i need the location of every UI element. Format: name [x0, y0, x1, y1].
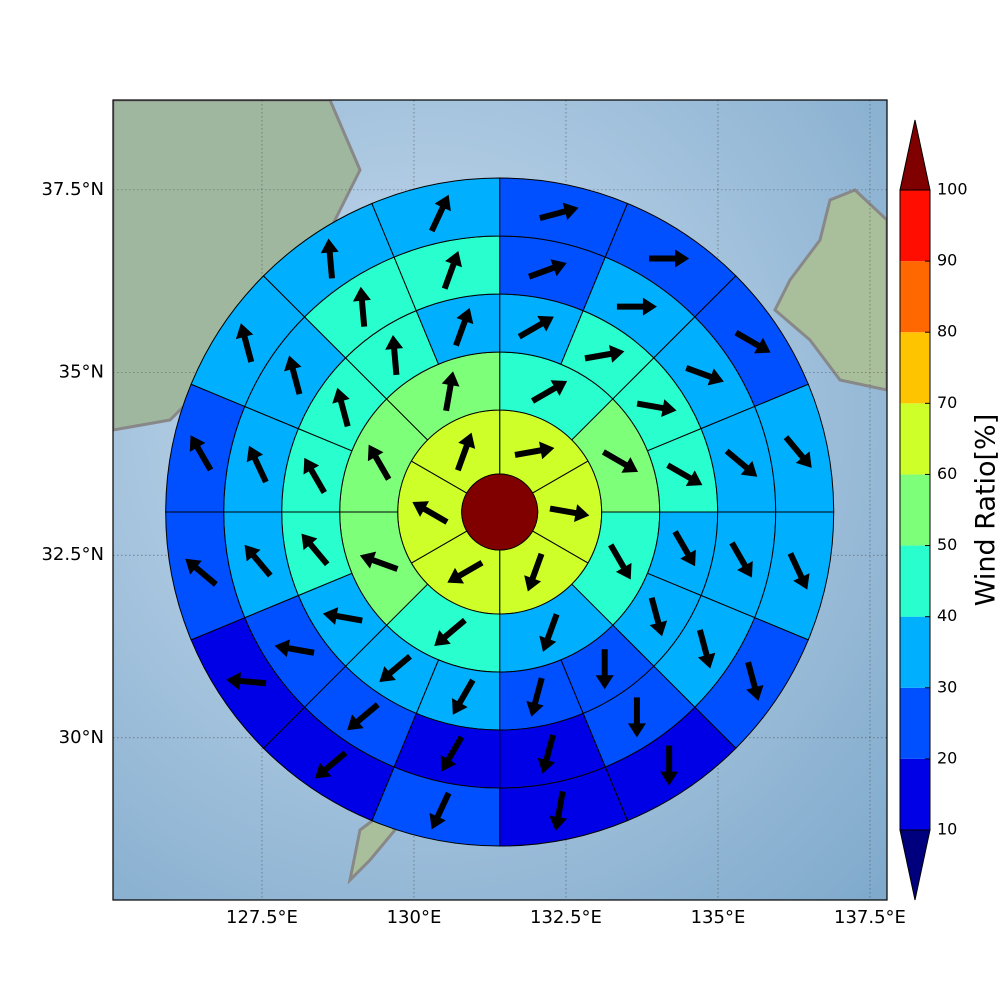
x-tick-label: 137.5°E	[834, 907, 906, 928]
y-tick-label: 37.5°N	[41, 179, 104, 200]
colorbar-segment	[900, 190, 930, 261]
colorbar-segment	[900, 261, 930, 332]
sectors	[166, 178, 834, 846]
colorbar-tick-label: 100	[937, 180, 968, 199]
x-tick-label: 132.5°E	[530, 907, 602, 928]
colorbar-label: Wind Ratio[%]	[971, 414, 1000, 606]
colorbar-tick-label: 10	[937, 820, 957, 839]
x-tick-label: 127.5°E	[226, 907, 298, 928]
y-tick-label: 30°N	[59, 727, 104, 748]
colorbar-extend	[900, 830, 930, 900]
colorbar-segment	[900, 617, 930, 688]
colorbar: 10 20 30 40 50 60 70 80 90 100	[900, 120, 968, 900]
y-tick-label: 35°N	[59, 362, 104, 383]
colorbar-segment	[900, 332, 930, 403]
colorbar-segment	[900, 759, 930, 830]
colorbar-tick-label: 40	[937, 606, 957, 625]
center-disk	[462, 474, 538, 550]
colorbar-tick-label: 20	[937, 748, 957, 767]
colorbar-tick-label: 90	[937, 251, 957, 270]
colorbar-segment	[900, 403, 930, 474]
colorbar-tick-label: 50	[937, 535, 957, 554]
colorbar-tick-label: 70	[937, 393, 957, 412]
colorbar-tick-label: 80	[937, 322, 957, 341]
colorbar-extend	[900, 120, 930, 190]
y-tick-label: 32.5°N	[41, 544, 104, 565]
map	[113, 100, 887, 900]
colorbar-tick-label: 30	[937, 677, 957, 696]
colorbar-segment	[900, 546, 930, 617]
x-tick-label: 130°E	[387, 907, 442, 928]
colorbar-tick-label: 60	[937, 464, 957, 483]
x-tick-label: 135°E	[691, 907, 746, 928]
colorbar-segment	[900, 474, 930, 545]
colorbar-segment	[900, 688, 930, 759]
